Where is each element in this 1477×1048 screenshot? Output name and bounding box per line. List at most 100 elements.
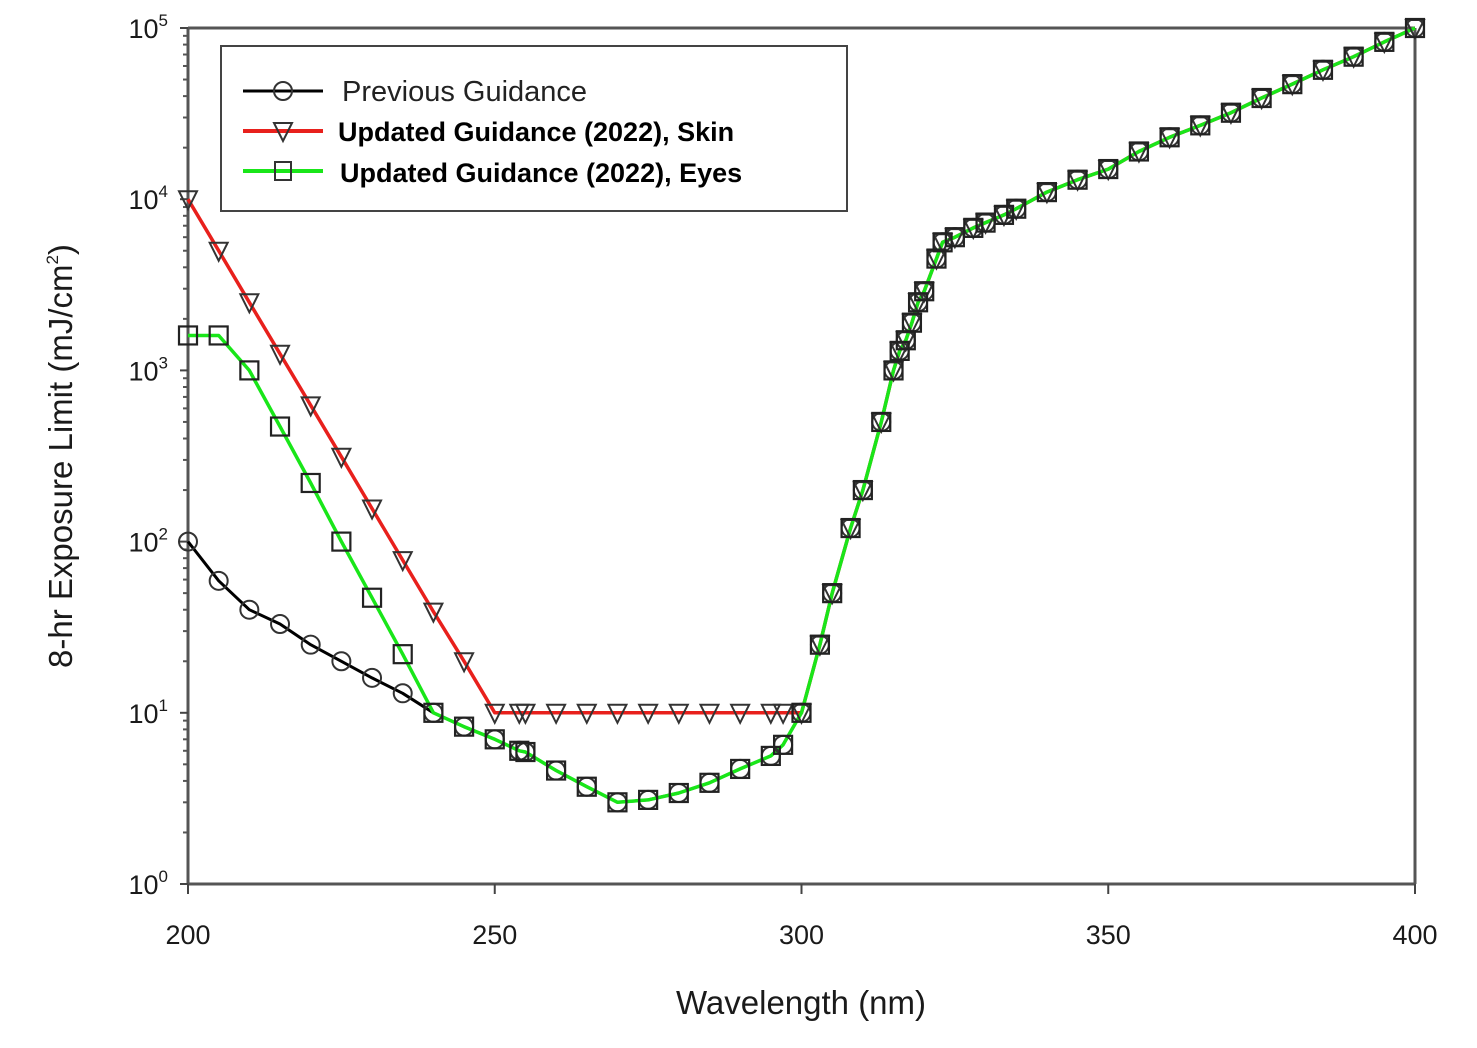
data-point-triangle [177, 190, 199, 212]
data-point-square [1159, 127, 1180, 148]
data-point-square [840, 517, 861, 539]
data-point-square [809, 634, 831, 655]
y-tick-label-base: 10 [128, 528, 158, 558]
legend-label-previous: Previous Guidance [342, 76, 587, 108]
data-point-square [730, 758, 751, 780]
data-point-square [699, 772, 720, 793]
data-point-triangle [514, 703, 537, 726]
x-tick-label: 350 [1086, 920, 1131, 950]
data-point-square [760, 745, 781, 767]
data-point-triangle [330, 447, 352, 469]
data-point-triangle [269, 344, 291, 367]
data-point-triangle [300, 396, 322, 418]
series-layer [177, 17, 1426, 813]
y-tick-label-base: 10 [128, 870, 158, 900]
data-point-triangle [238, 293, 260, 315]
y-tick-label: 105 [128, 11, 168, 44]
series-markers-updated-guidance-2022-skin [177, 19, 1426, 726]
data-point-square [963, 217, 984, 238]
data-point-square [331, 531, 352, 552]
data-point-triangle [422, 602, 445, 624]
data-point-square [1404, 17, 1426, 39]
data-point-square [1282, 74, 1303, 95]
data-point-square [300, 472, 321, 494]
data-point-triangle [637, 703, 659, 726]
data-point-square [1006, 198, 1027, 219]
data-point-square [638, 789, 659, 810]
data-point-triangle [453, 652, 475, 674]
y-axis-title-end: ) [42, 244, 79, 255]
data-point-triangle [208, 241, 230, 263]
data-point-square [871, 411, 892, 433]
y-axis-title-sup: 2 [43, 255, 62, 264]
data-point-square [1036, 182, 1058, 203]
y-tick-label-exp: 3 [159, 353, 168, 372]
data-point-square [901, 312, 923, 333]
data-point-circle [300, 634, 321, 655]
data-point-square [907, 292, 929, 313]
data-point-triangle [760, 703, 782, 726]
legend-label-skin: Updated Guidance (2022), Skin [338, 117, 734, 147]
data-point-square [208, 325, 229, 346]
y-tick-label-base: 10 [128, 699, 158, 729]
legend-label-eyes: Updated Guidance (2022), Eyes [340, 158, 742, 188]
legend: Previous Guidance Updated Guidance (2022… [220, 45, 848, 212]
x-tick-label: 300 [779, 920, 824, 950]
x-tick-label: 250 [472, 920, 517, 950]
data-point-square [423, 702, 444, 723]
y-tick-label-exp: 0 [159, 867, 168, 886]
data-point-square [607, 792, 628, 813]
legend-entry-eyes: Updated Guidance (2022), Eyes [243, 158, 742, 188]
data-point-square [177, 325, 199, 346]
data-point-square [269, 416, 291, 437]
data-point-square [576, 776, 597, 797]
y-tick-label: 100 [128, 867, 168, 900]
y-tick-label-exp: 5 [159, 11, 168, 30]
data-point-square [889, 340, 910, 361]
data-point-triangle [361, 499, 383, 521]
series-markers-updated-guidance-2022-eyes [177, 17, 1426, 813]
data-point-square [1251, 87, 1272, 109]
data-point-square [239, 360, 260, 381]
data-point-triangle [545, 703, 567, 726]
data-point-square [791, 702, 812, 723]
legend-marker-square-icon [274, 161, 292, 181]
data-point-square [392, 644, 413, 665]
data-point-circle [392, 683, 413, 704]
data-point-square [914, 281, 935, 302]
data-point-circle [362, 667, 383, 688]
y-tick-label-base: 10 [128, 185, 158, 215]
data-point-square [1098, 158, 1119, 180]
data-point-circle [331, 651, 352, 672]
y-tick-label-base: 10 [128, 356, 158, 386]
data-point-circle [270, 614, 291, 635]
data-point-square [1374, 31, 1395, 52]
y-tick-label-exp: 2 [159, 525, 168, 544]
data-point-square [361, 587, 383, 608]
data-point-square [852, 479, 873, 501]
x-axis-ticks: 200 250 300 350 400 [165, 884, 1438, 950]
legend-marker-circle-icon [273, 81, 293, 101]
data-point-triangle [392, 551, 414, 573]
y-tick-label: 101 [128, 696, 168, 729]
data-point-square [1128, 141, 1150, 162]
data-point-square [1190, 115, 1211, 136]
x-tick-label: 400 [1392, 920, 1437, 950]
data-point-triangle [668, 703, 690, 726]
data-point-square [932, 232, 953, 253]
data-point-square [453, 716, 475, 737]
y-tick-label: 103 [128, 353, 168, 386]
y-tick-label: 104 [128, 182, 168, 215]
data-point-square [1067, 169, 1088, 190]
y-tick-label: 102 [128, 525, 168, 558]
data-point-square [509, 740, 530, 761]
data-point-square [545, 760, 567, 781]
legend-marker-triangle-icon [272, 122, 294, 144]
y-tick-label-exp: 1 [159, 696, 168, 715]
legend-box [220, 45, 848, 212]
data-point-square [822, 583, 843, 604]
legend-entry-previous-guidance: Previous Guidance [243, 76, 587, 108]
data-point-triangle [772, 703, 794, 726]
x-tick-label: 200 [165, 920, 210, 950]
